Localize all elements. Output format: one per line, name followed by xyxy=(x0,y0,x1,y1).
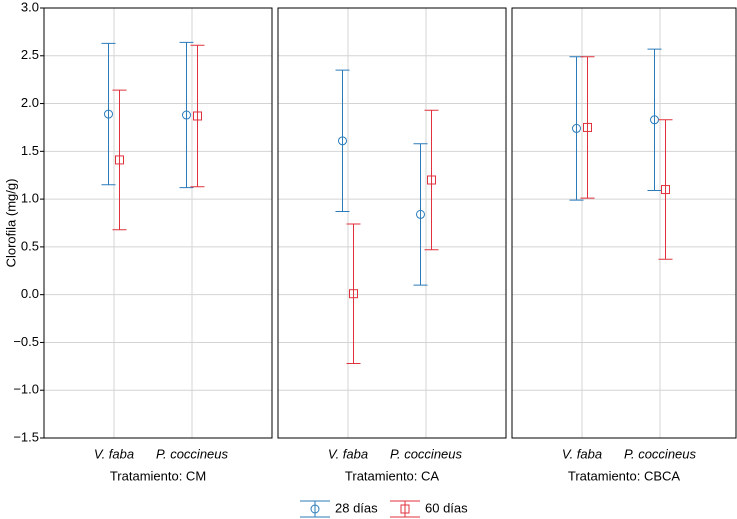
marker xyxy=(338,136,347,146)
panel-frame xyxy=(511,7,737,439)
panel-frame xyxy=(277,7,507,439)
legend-label: 60 días xyxy=(425,500,468,515)
y-tick-label: 1.5 xyxy=(21,143,39,158)
error-bar xyxy=(413,143,428,286)
x-tick-label: V. faba xyxy=(94,446,134,461)
y-tick-label: 3.0 xyxy=(21,0,39,14)
error-bar xyxy=(101,42,116,186)
marker xyxy=(416,209,425,219)
error-bar xyxy=(346,223,361,364)
x-tick-label: V. faba xyxy=(562,446,602,461)
y-axis-label: Clorofila (mg/g) xyxy=(3,179,18,268)
error-bar xyxy=(179,41,194,189)
x-tick-label: P. coccineus xyxy=(390,446,463,461)
marker xyxy=(193,111,202,121)
y-tick-label: 2.0 xyxy=(21,95,39,110)
y-tick-label: 2.5 xyxy=(21,47,39,62)
marker xyxy=(583,122,592,132)
panel-frame xyxy=(43,7,273,439)
error-bar xyxy=(647,48,662,192)
marker xyxy=(182,110,191,120)
marker xyxy=(572,123,581,133)
marker xyxy=(104,109,113,119)
x-axis-label: Tratamiento: CM xyxy=(110,468,206,483)
y-tick-label: 1.0 xyxy=(21,191,39,206)
legend-symbol xyxy=(390,500,420,518)
error-bar xyxy=(569,56,584,201)
error-bar xyxy=(335,69,350,213)
x-tick-label: P. coccineus xyxy=(156,446,229,461)
legend-marker xyxy=(400,504,410,514)
error-bar xyxy=(190,44,205,188)
legend-marker xyxy=(310,504,320,514)
x-tick-label: P. coccineus xyxy=(624,446,697,461)
y-tick-label: −0.5 xyxy=(13,334,39,349)
marker xyxy=(349,289,358,299)
marker xyxy=(427,175,436,185)
error-bar xyxy=(424,109,439,251)
y-tick-label: −1.0 xyxy=(13,382,39,397)
x-axis-label: Tratamiento: CBCA xyxy=(568,468,681,483)
y-tick-label: −1.5 xyxy=(13,429,39,444)
y-tick-label: 0.0 xyxy=(21,286,39,301)
legend-symbol xyxy=(300,500,330,518)
legend-label: 28 días xyxy=(335,500,378,515)
error-bar xyxy=(112,89,127,231)
error-bar xyxy=(658,119,673,260)
y-tick-label: 0.5 xyxy=(21,238,39,253)
x-axis-label: Tratamiento: CA xyxy=(345,468,439,483)
x-tick-label: V. faba xyxy=(328,446,368,461)
marker xyxy=(661,185,670,195)
error-bar xyxy=(580,56,595,199)
marker xyxy=(115,155,124,165)
